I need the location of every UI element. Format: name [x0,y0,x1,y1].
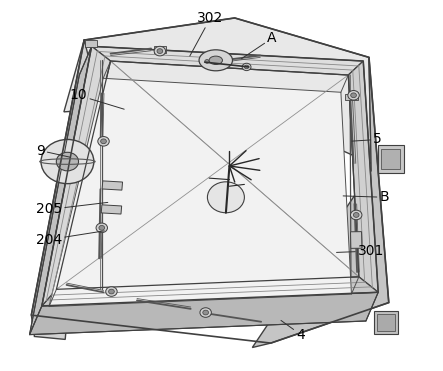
FancyBboxPatch shape [381,149,400,169]
Circle shape [99,226,105,230]
Circle shape [96,223,108,233]
FancyBboxPatch shape [154,46,166,53]
Circle shape [245,65,249,69]
Circle shape [242,63,251,70]
Circle shape [205,59,210,63]
Polygon shape [64,18,371,163]
Circle shape [154,46,166,56]
Circle shape [56,152,78,171]
Circle shape [205,60,209,63]
Text: 205: 205 [36,203,108,216]
Polygon shape [348,61,378,292]
Text: 204: 204 [36,231,104,247]
Circle shape [354,213,359,217]
Text: 9: 9 [36,144,70,158]
Text: 4: 4 [281,321,305,342]
Circle shape [202,56,213,66]
Text: 302: 302 [190,11,224,56]
FancyBboxPatch shape [85,40,97,47]
Text: 5: 5 [352,132,382,147]
FancyBboxPatch shape [377,314,395,331]
Circle shape [200,308,211,317]
Polygon shape [42,277,378,306]
Ellipse shape [199,50,233,71]
Polygon shape [31,40,89,339]
Polygon shape [92,46,363,75]
Circle shape [41,139,94,184]
Text: B: B [343,190,389,204]
Polygon shape [30,46,92,335]
Text: 10: 10 [70,88,124,109]
Polygon shape [253,58,389,348]
Text: 301: 301 [337,244,385,258]
FancyBboxPatch shape [378,145,404,173]
Circle shape [202,58,211,65]
Polygon shape [102,181,123,190]
Polygon shape [42,46,111,306]
Circle shape [351,93,357,98]
Ellipse shape [209,56,222,65]
Circle shape [101,139,106,144]
Circle shape [348,91,359,100]
Circle shape [350,210,362,220]
Circle shape [207,182,245,213]
Circle shape [106,287,117,296]
Polygon shape [350,232,362,248]
FancyBboxPatch shape [374,311,398,334]
Circle shape [203,310,209,315]
Circle shape [98,137,109,146]
Polygon shape [101,205,122,214]
Circle shape [109,289,114,294]
FancyBboxPatch shape [345,94,358,101]
Polygon shape [30,292,378,335]
Circle shape [157,49,163,53]
Text: A: A [241,31,277,59]
Polygon shape [49,78,351,306]
